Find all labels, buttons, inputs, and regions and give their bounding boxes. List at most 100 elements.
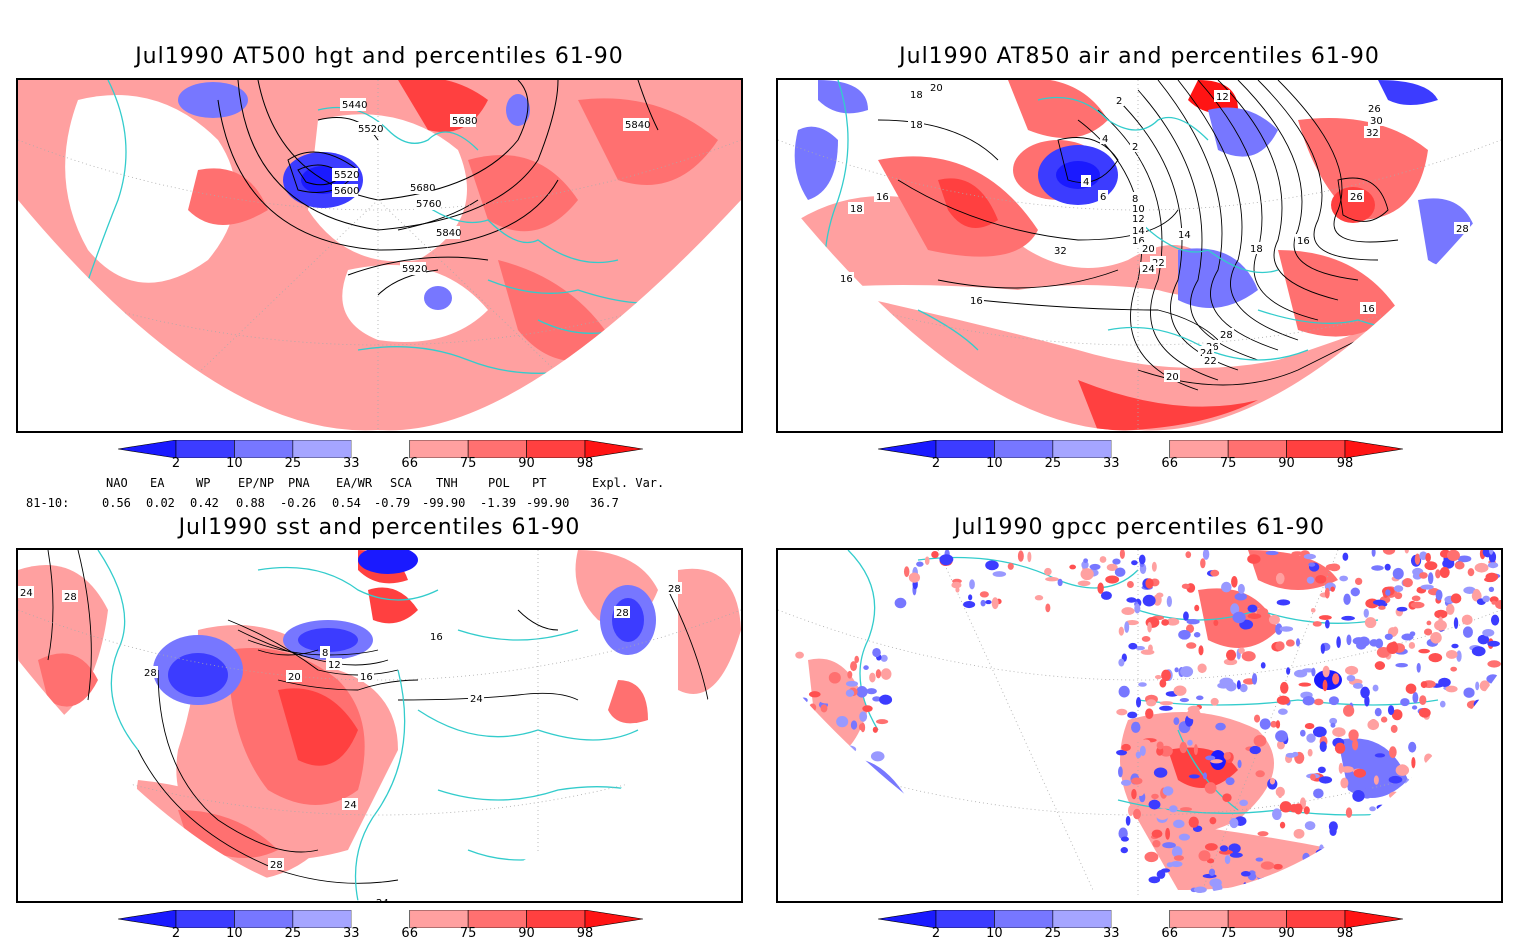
precip-speckle: [1329, 717, 1338, 725]
precip-speckle: [1345, 807, 1353, 818]
precip-speckle: [1410, 807, 1420, 817]
precip-speckle: [1127, 711, 1138, 719]
colorbar-tick-label: 10: [986, 456, 1003, 471]
precip-speckle: [1239, 683, 1248, 693]
precip-speckle: [1467, 568, 1475, 577]
precip-speckle: [1308, 562, 1316, 567]
colorbar-segment: [292, 910, 352, 928]
colorbar-segment: [1111, 910, 1170, 928]
panel-title-hgt500: Jul1990 AT500 hgt and percentiles 61-90: [135, 44, 624, 69]
precip-speckle: [872, 647, 881, 658]
precip-speckle: [1408, 641, 1416, 649]
precip-speckle: [1236, 680, 1241, 690]
precip-speckle: [1148, 799, 1161, 810]
precip-speckle: [1322, 679, 1328, 692]
precip-speckle: [1196, 695, 1204, 701]
precip-speckle: [1326, 872, 1339, 878]
precip-speckle: [1353, 768, 1367, 778]
precip-speckle: [1179, 807, 1193, 812]
precip-speckle: [1119, 550, 1125, 559]
precip-speckle: [1432, 838, 1441, 845]
contour-label: 5680: [452, 116, 477, 127]
precip-speckle: [1397, 811, 1403, 823]
colorbar-tick-label: 2: [171, 456, 181, 471]
precip-speckle: [1118, 827, 1128, 840]
precip-speckle: [1276, 599, 1291, 606]
precip-speckle: [1420, 584, 1434, 590]
precip-speckle: [1213, 619, 1219, 627]
precip-speckle: [1450, 593, 1462, 604]
precip-speckle: [1302, 695, 1315, 706]
precip-speckle: [1463, 687, 1475, 698]
precip-speckle: [1396, 795, 1405, 807]
teleconnection-header: TNH: [436, 476, 458, 490]
precip-speckle: [1275, 623, 1283, 635]
precip-speckle: [1319, 741, 1327, 752]
precip-speckle: [1371, 550, 1376, 557]
precip-speckle: [1135, 751, 1142, 759]
colorbar-tick-label: 25: [284, 926, 302, 941]
precip-speckle: [1472, 588, 1481, 598]
colorbar-tick-label: 90: [518, 456, 535, 471]
precip-speckle: [1197, 663, 1207, 674]
precip-speckle: [1275, 720, 1281, 729]
precip-speckle: [1434, 609, 1448, 619]
precip-speckle: [1256, 607, 1269, 617]
precip-speckle: [1382, 550, 1396, 555]
precip-speckle: [820, 704, 828, 713]
precip-speckle: [1247, 613, 1262, 619]
precip-speckle: [797, 712, 812, 720]
precip-speckle: [1491, 600, 1497, 605]
precip-speckle: [1435, 589, 1443, 601]
precip-speckle: [1282, 872, 1294, 883]
colorbar-arrow-low: [878, 910, 937, 928]
precip-speckle: [1456, 650, 1462, 662]
precip-speckle: [1112, 558, 1121, 565]
colorbar-tick-label: 90: [1278, 926, 1295, 941]
precip-speckle: [1200, 558, 1206, 569]
precip-speckle: [1320, 643, 1326, 654]
precip-speckle: [985, 600, 992, 605]
precip-speckle: [1144, 851, 1159, 863]
precip-speckle: [1208, 868, 1216, 876]
contour-label: 5760: [416, 199, 441, 210]
precip-speckle: [903, 566, 910, 578]
teleconnection-value: 0.54: [332, 496, 361, 510]
precip-speckle: [1194, 604, 1200, 612]
precip-speckle: [1152, 839, 1161, 848]
precip-speckle: [1242, 882, 1248, 894]
precip-speckle: [1348, 729, 1359, 741]
contour-label: 24: [1200, 348, 1213, 359]
precip-speckle: [1193, 632, 1201, 638]
precip-speckle: [1454, 561, 1465, 570]
panel-title-gpcc: Jul1990 gpcc percentiles 61-90: [953, 515, 1326, 540]
precip-speckle: [1352, 790, 1365, 802]
precip-speckle: [1413, 852, 1424, 857]
colorbar-arrow-high: [584, 440, 643, 458]
precip-speckle: [808, 735, 821, 746]
precip-speckle: [1173, 855, 1185, 861]
precip-speckle: [1174, 667, 1179, 673]
precip-speckle: [1232, 611, 1246, 624]
precip-speckle: [1193, 744, 1198, 756]
precip-speckle: [1317, 766, 1326, 774]
precip-speckle: [1179, 741, 1188, 754]
precip-speckle: [1336, 636, 1341, 649]
precip-speckle: [1241, 651, 1256, 662]
precip-speckle: [1380, 716, 1388, 723]
precip-speckle: [1276, 740, 1285, 750]
precip-speckle: [845, 689, 855, 697]
precip-speckle: [875, 669, 882, 679]
precip-speckle: [1131, 788, 1137, 800]
precip-speckle: [1477, 634, 1490, 645]
precip-speckle: [858, 723, 865, 731]
precip-speckle: [1312, 726, 1327, 738]
precip-speckle: [1280, 681, 1289, 694]
precip-speckle: [1369, 806, 1376, 812]
precip-speckle: [1418, 648, 1430, 654]
precip-speckle: [1419, 551, 1428, 561]
precip-speckle: [1077, 580, 1091, 587]
precip-speckle: [1435, 569, 1441, 579]
precip-speckle: [795, 717, 808, 725]
precip-speckle: [924, 556, 930, 565]
